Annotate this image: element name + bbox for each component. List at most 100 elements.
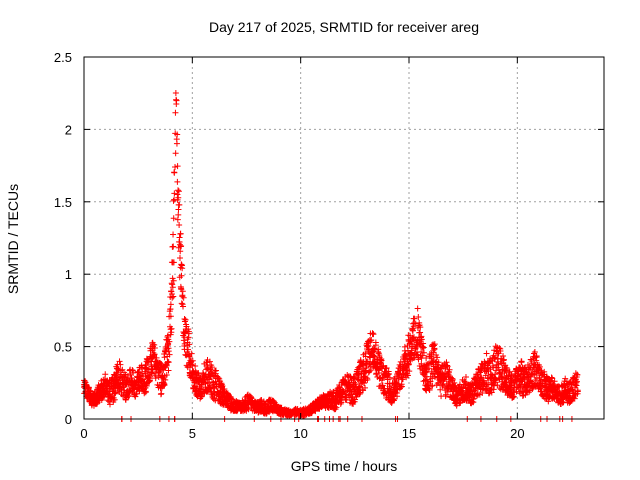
data-point [437,365,444,372]
data-point [519,392,526,399]
data-point [150,351,157,358]
data-point [245,406,252,413]
data-point [176,234,183,241]
data-point [129,366,136,373]
data-point [423,354,430,361]
data-point [104,397,111,404]
data-point [496,345,503,352]
data-point [533,354,540,361]
data-point [185,326,192,333]
data-point [480,377,487,384]
data-point [429,375,436,382]
data-point [172,163,178,170]
data-point [431,341,438,348]
data-point [180,303,187,310]
data-point [112,390,119,397]
data-point [206,358,213,365]
data-point [185,328,192,335]
data-point [409,327,416,334]
data-point [419,352,426,359]
x-tick-label: 0 [80,426,87,441]
data-point [356,390,363,397]
data-point [418,336,425,343]
data-point [364,376,371,383]
data-point [117,361,124,368]
data-point [145,357,152,364]
data-point [162,376,169,383]
data-point [174,163,181,170]
data-point [172,89,179,96]
data-point [170,277,177,284]
data-point [215,374,222,381]
data-point [420,344,427,351]
data-point [166,351,173,358]
data-point [180,294,187,301]
data-point [485,381,492,388]
data-point [411,315,418,322]
data-point [444,363,451,370]
data-point [479,389,486,396]
data-point [352,381,359,388]
data-point [385,370,392,377]
data-point [518,358,525,365]
data-point [175,194,182,201]
data-point [143,382,150,389]
data-point [170,293,177,300]
data-point [379,382,386,389]
data-point [179,288,186,295]
data-point [412,320,419,327]
data-point [209,394,216,401]
y-axis-label: SRMTID / TECUs [5,184,21,294]
data-point [179,265,186,272]
data-point [491,382,498,389]
data-point [167,313,174,320]
data-point [186,341,193,348]
data-point [161,381,168,388]
data-point [116,358,123,365]
data-point [449,376,456,383]
data-point [420,340,427,347]
data-point [478,366,485,373]
data-point [173,97,180,104]
data-point [376,369,383,376]
data-point [500,356,507,363]
data-point [175,187,182,194]
data-point [551,378,558,385]
data-point [503,367,510,374]
data-point [439,381,446,388]
axis-ticks: 0 5 10 15 20 0 0.5 1 1.5 2 2.5 [54,50,604,441]
x-tick-label: 10 [293,426,307,441]
data-point [170,231,177,238]
plot-frame [83,56,605,420]
data-point [169,294,176,301]
data-point [494,364,501,371]
x-tick-label: 5 [189,426,196,441]
data-point [158,390,165,397]
data-point [176,201,183,208]
data-point [429,370,436,377]
data-point [497,347,504,354]
data-point [404,372,411,379]
data-point [574,388,581,395]
data-point [219,382,226,389]
data-point [176,221,183,228]
data-point [208,369,215,376]
data-point [188,350,195,357]
chart-title: Day 217 of 2025, SRMTID for receiver are… [209,19,479,35]
data-point [85,384,92,391]
data-point [398,383,405,390]
data-point [87,387,94,394]
data-point [357,383,364,390]
data-point [571,395,578,402]
data-point [107,401,113,408]
y-tick-label: 2.5 [54,50,72,65]
data-point [418,348,425,355]
data-point [147,373,154,380]
data-point [417,329,424,336]
data-point [177,230,184,237]
data-point [207,382,214,389]
data-point [163,362,170,369]
data-point [362,384,369,391]
data-point [420,349,427,356]
data-point [333,404,340,411]
